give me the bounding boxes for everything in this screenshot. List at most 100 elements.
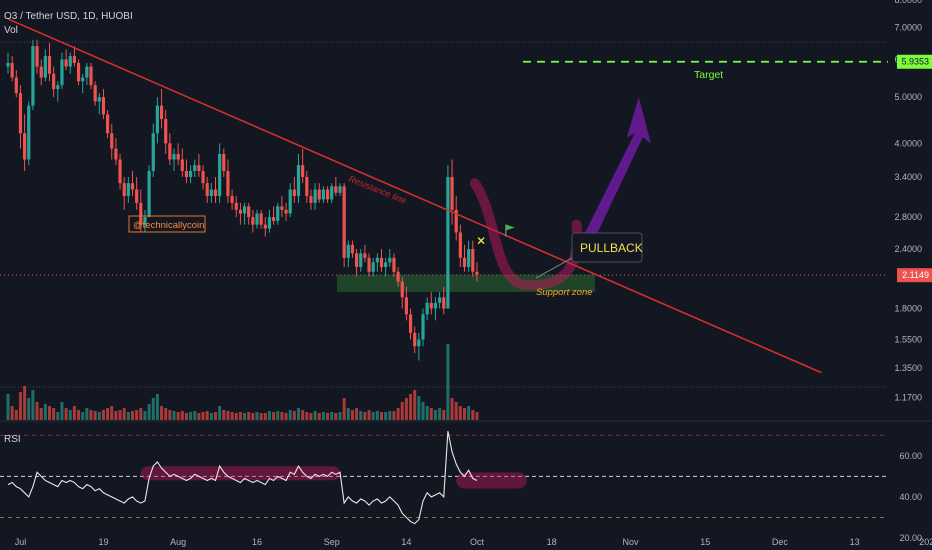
pullback-pointer: [535, 257, 573, 279]
candle-body: [296, 165, 301, 197]
candle-body: [272, 217, 276, 221]
current-price-value: 2.1149: [902, 270, 929, 280]
candle-body: [404, 297, 408, 315]
candle-body: [367, 257, 371, 272]
volume-bar: [450, 398, 454, 420]
volume-bar: [68, 410, 72, 420]
candle-body: [159, 105, 164, 120]
candle-body: [101, 97, 106, 115]
pullback-callout: [571, 232, 643, 263]
flag-icon: [505, 224, 515, 231]
time-tick-label: Sep: [324, 537, 340, 547]
candle-body: [309, 196, 313, 203]
candle-body: [18, 93, 23, 134]
volume-bar: [143, 411, 147, 420]
rsi-pane[interactable]: [0, 431, 888, 525]
time-tick-label: 14: [401, 537, 411, 547]
volume-bar: [48, 406, 51, 420]
price-tick-label: 4.0000: [894, 138, 922, 148]
rsi-highlight-recent: [456, 472, 527, 489]
candle-body: [230, 196, 234, 203]
volume-bar: [313, 411, 317, 420]
candle-body: [384, 262, 388, 268]
volume-bar: [56, 412, 60, 420]
volume-bar: [425, 406, 429, 420]
price-tick-label: 1.8000: [894, 304, 922, 314]
volume-bar: [288, 410, 292, 420]
candle-body: [226, 170, 230, 197]
volume-bar: [218, 406, 222, 420]
volume-bar: [197, 413, 201, 420]
volume-bar: [442, 410, 446, 420]
volume-bar: [438, 408, 442, 420]
price-axis[interactable]: 8.00007.00006.00005.00004.00003.40002.80…: [894, 0, 932, 543]
volume-bar: [292, 411, 296, 420]
volume-bar: [230, 412, 234, 420]
time-axis[interactable]: Jul 19 Aug 16 Sep 14 Oct 18 Nov 15 Dec 13 2022: [15, 537, 932, 547]
candle-body: [371, 262, 375, 272]
rsi-highlight-range: [140, 466, 340, 481]
volume-bar: [189, 412, 193, 420]
time-tick-label: 16: [252, 537, 262, 547]
support-label: Support zone: [536, 287, 593, 298]
candle-body: [43, 56, 47, 78]
candle-body: [350, 244, 355, 254]
volume-bar: [151, 398, 155, 420]
candle-body: [6, 62, 10, 67]
candle-body: [126, 183, 130, 197]
volume-bar: [85, 408, 89, 420]
price-tick-label: 2.8000: [894, 212, 922, 222]
volume-indicator-label: Vol: [4, 25, 18, 36]
volume-bar: [238, 412, 242, 420]
time-tick-label: 13: [850, 537, 860, 547]
price-tick-label: 1.3500: [894, 363, 922, 373]
candle-body: [346, 244, 350, 258]
volume-bar: [23, 386, 27, 420]
volume-bar: [259, 413, 263, 420]
time-tick-label: Aug: [170, 537, 186, 547]
volume-bar: [409, 394, 413, 420]
candle-body: [263, 224, 267, 229]
grid: [0, 41, 932, 422]
candle-body: [413, 332, 417, 347]
volume-bar: [413, 390, 417, 420]
candle-body: [10, 62, 14, 78]
candle-body: [305, 176, 309, 197]
candle-body: [388, 257, 392, 263]
volume-bar: [180, 411, 184, 420]
time-tick-label: Oct: [470, 537, 485, 547]
candle-body: [197, 165, 201, 171]
candle-body: [72, 56, 76, 63]
candle-body: [446, 176, 450, 309]
target-price-badge: [897, 54, 932, 69]
candle-body: [301, 165, 305, 177]
volume-bar: [114, 411, 118, 420]
candle-body: [106, 114, 110, 134]
candle-body: [130, 183, 135, 190]
candle-body: [342, 186, 346, 258]
candle-body: [334, 186, 338, 193]
volume-bars: [6, 344, 479, 420]
volume-bar: [276, 411, 280, 420]
rsi-tick-label: 40.00: [899, 492, 922, 502]
candle-body: [147, 170, 151, 218]
candle-body: [60, 59, 64, 86]
time-tick-label: Nov: [622, 537, 639, 547]
volume-bar: [326, 413, 330, 420]
volume-bar: [267, 411, 271, 420]
price-tick-label: 1.1700: [894, 393, 922, 403]
candle-body: [450, 176, 454, 210]
candle-body: [284, 209, 288, 214]
candle-body: [47, 56, 52, 74]
volume-bar: [363, 412, 367, 420]
candles[interactable]: [6, 39, 479, 361]
candle-body: [425, 302, 429, 315]
candle-body: [475, 271, 479, 275]
volume-bar: [193, 411, 197, 420]
candle-body: [23, 133, 27, 160]
symbol-title: O3 / Tether USD, 1D, HUOBI: [4, 11, 133, 22]
volume-bar: [317, 413, 321, 420]
volume-bar: [280, 412, 284, 420]
candle-body: [433, 302, 438, 309]
